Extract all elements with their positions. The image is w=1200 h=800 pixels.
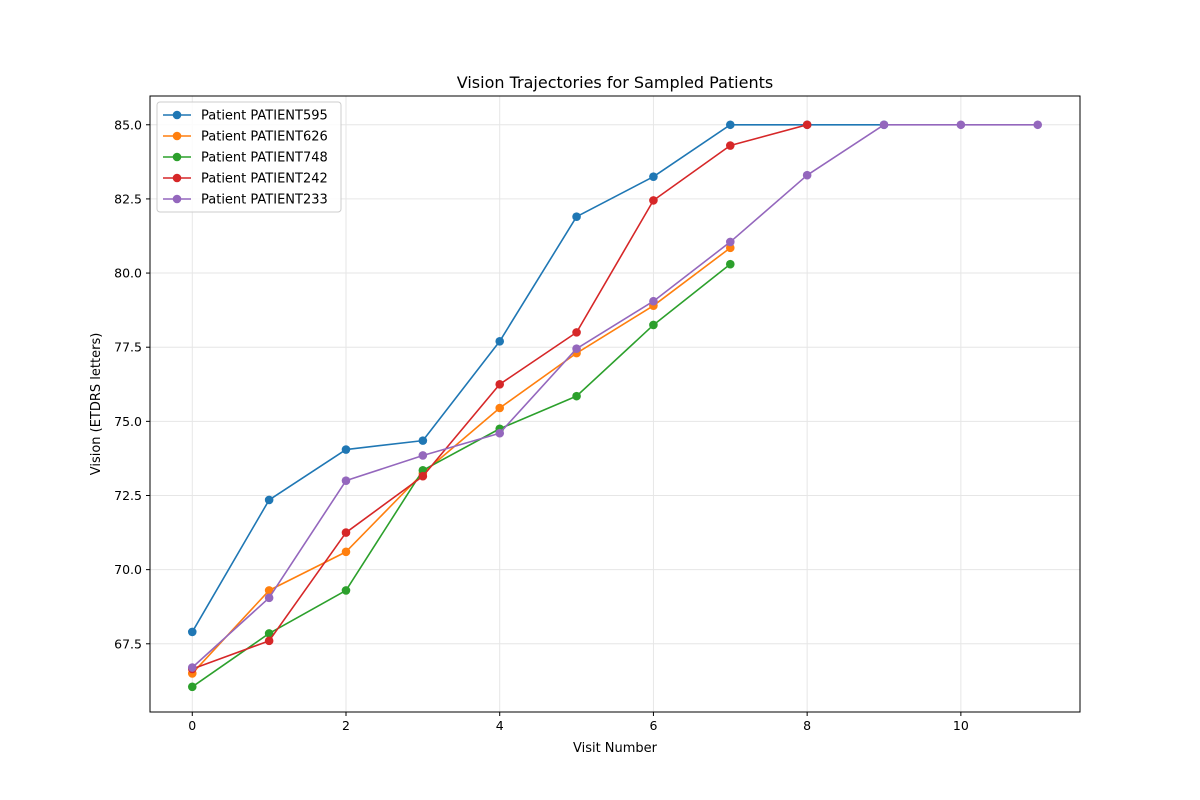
- data-point: [572, 328, 581, 337]
- data-point: [649, 196, 658, 205]
- legend-entry: Patient PATIENT626: [163, 130, 328, 145]
- data-point: [649, 172, 658, 181]
- data-point: [264, 636, 274, 646]
- x-tick-label: 6: [649, 718, 657, 733]
- data-point: [264, 586, 274, 595]
- data-point: [725, 237, 735, 247]
- chart-title: Vision Trajectories for Sampled Patients: [457, 73, 773, 92]
- data-point: [572, 344, 581, 353]
- data-point: [341, 586, 351, 595]
- data-point: [418, 436, 428, 445]
- series-line: [191, 247, 731, 674]
- x-axis-label: Visit Number: [573, 741, 658, 756]
- y-tick-label: 67.5: [114, 636, 142, 651]
- data-point: [418, 451, 428, 460]
- series-line: [191, 123, 1038, 669]
- legend-marker: [172, 110, 182, 120]
- series-0: [187, 120, 889, 637]
- y-tick-label: 72.5: [114, 488, 142, 503]
- data-point: [341, 476, 351, 485]
- data-point: [725, 243, 735, 253]
- legend: Patient PATIENT595 Patient PATIENT626 Pati…: [156, 101, 342, 213]
- legend-entry: Patient PATIENT242: [163, 172, 328, 187]
- data-point: [187, 663, 197, 672]
- data-point: [956, 120, 966, 130]
- legend-entry: Patient PATIENT595: [163, 109, 328, 124]
- series-line: [191, 123, 885, 633]
- legend-entry: Patient PATIENT233: [163, 193, 328, 208]
- y-axis-label: Vision (ETDRS letters): [89, 333, 104, 476]
- y-tick-label: 85.0: [114, 117, 142, 132]
- legend-box: [156, 101, 342, 213]
- y-tick-label: 77.5: [114, 340, 142, 355]
- data-point: [725, 259, 735, 269]
- data-point: [341, 445, 351, 454]
- y-tick-label: 80.0: [114, 266, 142, 281]
- data-point: [264, 593, 274, 603]
- data-point: [1033, 120, 1043, 130]
- data-point: [341, 528, 351, 537]
- x-tick-label: 10: [953, 718, 969, 733]
- data-point: [725, 120, 735, 130]
- legend-marker: [172, 131, 182, 141]
- legend-label: Patient PATIENT242: [201, 172, 328, 187]
- data-point: [418, 471, 428, 481]
- data-point: [649, 296, 658, 306]
- axis-ticks: 0 2 4 6 8 10 67.5 70.0 72.5 75.0 77.5 80.0 82.5 85.0: [114, 117, 969, 733]
- legend-label: Patient PATIENT233: [201, 193, 328, 208]
- plot-frame: [149, 95, 1081, 713]
- series-line: [191, 263, 731, 688]
- data-point: [264, 629, 274, 638]
- y-tick-label: 82.5: [114, 191, 142, 206]
- data-point: [187, 682, 197, 692]
- series-2: [187, 259, 735, 692]
- data-point: [495, 379, 505, 389]
- data-point: [725, 141, 735, 150]
- data-point: [341, 547, 351, 557]
- y-tick-label: 75.0: [114, 414, 142, 429]
- x-tick-label: 8: [803, 718, 811, 733]
- data-point: [649, 320, 658, 330]
- data-point: [187, 627, 197, 637]
- legend-label: Patient PATIENT626: [201, 130, 328, 145]
- data-point: [802, 120, 812, 130]
- data-point: [572, 212, 581, 222]
- legend-label: Patient PATIENT595: [201, 109, 328, 124]
- data-point: [495, 403, 505, 413]
- legend-marker: [172, 173, 182, 183]
- data-point: [495, 428, 505, 438]
- legend-marker: [172, 194, 182, 204]
- data-point: [264, 495, 274, 505]
- x-tick-label: 0: [188, 718, 196, 733]
- y-tick-label: 70.0: [114, 562, 142, 577]
- x-tick-label: 2: [342, 718, 350, 733]
- series-group: [187, 120, 1043, 692]
- x-tick-label: 4: [496, 718, 504, 733]
- legend-entry: Patient PATIENT748: [163, 151, 328, 166]
- data-point: [572, 391, 581, 401]
- legend-label: Patient PATIENT748: [201, 151, 328, 166]
- legend-marker: [172, 152, 182, 162]
- series-4: [187, 120, 1043, 672]
- data-point: [802, 170, 812, 180]
- data-point: [495, 336, 505, 346]
- data-point: [879, 120, 889, 130]
